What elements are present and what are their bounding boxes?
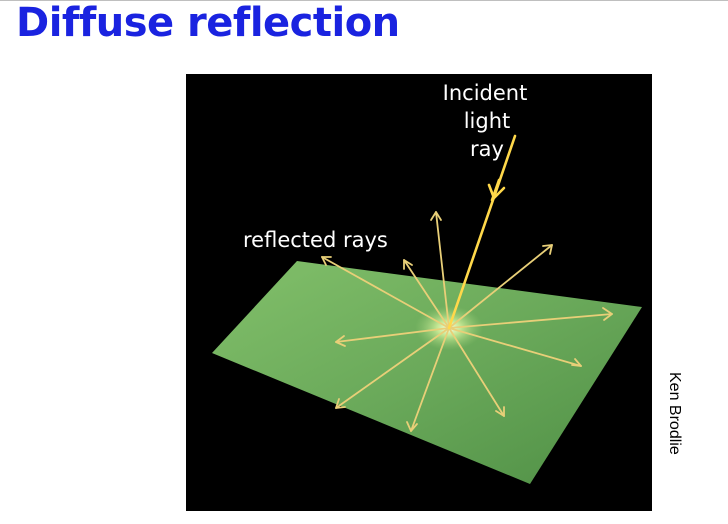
top-divider xyxy=(0,0,728,1)
reflected-rays-label: reflected rays xyxy=(243,228,388,252)
reflected-ray-3 xyxy=(430,211,450,329)
incident-label-line-2: light xyxy=(464,109,511,133)
reflected-ray-1 xyxy=(321,256,450,329)
reflected-ray-2 xyxy=(403,259,450,329)
diffuse-reflection-figure: Incident light ray reflected rays xyxy=(186,74,652,511)
incident-label-line-3: ray xyxy=(470,137,504,161)
reflecting-surface xyxy=(212,261,642,484)
reflected-rays xyxy=(321,211,613,432)
reflected-ray-4 xyxy=(448,244,553,329)
reflected-ray-5 xyxy=(448,307,613,329)
reflected-ray-7 xyxy=(448,327,505,417)
reflected-ray-6 xyxy=(448,327,582,367)
image-credit: Ken Brodlie xyxy=(666,372,683,455)
slide-title: Diffuse reflection xyxy=(16,0,400,46)
diffuse-reflection-diagram: Incident light ray reflected rays xyxy=(212,81,642,484)
incident-ray xyxy=(447,134,517,330)
reflected-ray-8 xyxy=(406,327,450,432)
incident-label-line-1: Incident xyxy=(443,81,528,105)
reflected-ray-9 xyxy=(335,327,450,409)
reflected-ray-10 xyxy=(335,327,450,347)
